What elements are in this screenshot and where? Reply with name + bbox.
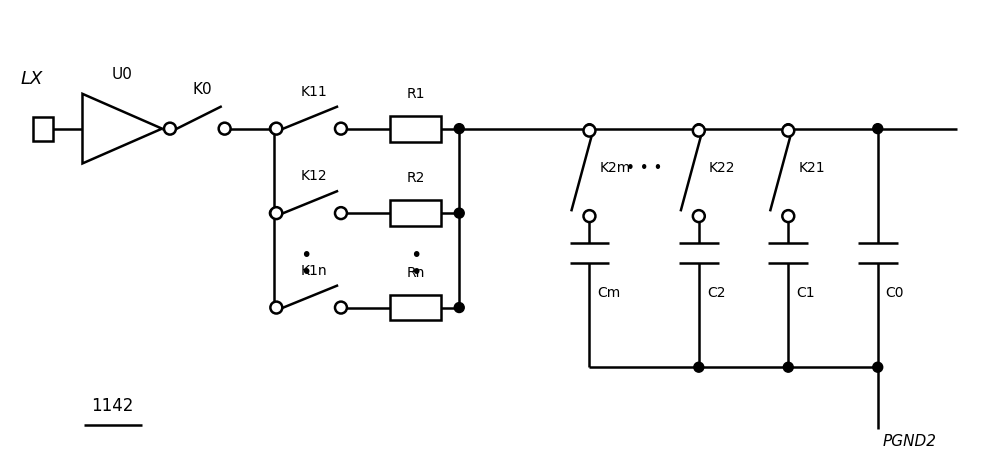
Circle shape <box>219 123 231 135</box>
Text: K0: K0 <box>192 82 212 97</box>
Text: •: • <box>410 263 421 282</box>
Text: C2: C2 <box>707 285 725 300</box>
Text: K2m: K2m <box>599 161 631 176</box>
Circle shape <box>269 124 279 133</box>
Circle shape <box>873 362 883 372</box>
Text: Cm: Cm <box>597 285 621 300</box>
Circle shape <box>873 124 883 133</box>
Text: •: • <box>300 263 312 282</box>
Circle shape <box>335 123 347 135</box>
Text: K12: K12 <box>300 169 327 183</box>
Polygon shape <box>82 94 162 163</box>
Text: K1n: K1n <box>300 264 327 278</box>
Text: •: • <box>410 246 421 265</box>
Circle shape <box>270 301 282 314</box>
Bar <box>390 116 441 141</box>
Circle shape <box>584 210 595 222</box>
Text: K22: K22 <box>709 161 735 176</box>
Circle shape <box>782 124 794 137</box>
Circle shape <box>454 303 464 313</box>
Circle shape <box>783 124 793 133</box>
Circle shape <box>584 124 595 137</box>
Text: K21: K21 <box>798 161 825 176</box>
Circle shape <box>693 210 705 222</box>
Bar <box>390 200 441 226</box>
Circle shape <box>782 210 794 222</box>
Circle shape <box>335 207 347 219</box>
Text: U0: U0 <box>112 67 133 82</box>
Text: •: • <box>300 246 312 265</box>
Circle shape <box>164 123 176 135</box>
Bar <box>390 295 441 321</box>
Text: K11: K11 <box>300 85 327 99</box>
Circle shape <box>269 208 279 218</box>
Text: C1: C1 <box>796 285 815 300</box>
Text: R2: R2 <box>406 171 425 185</box>
Text: LX: LX <box>21 70 43 88</box>
Text: Rn: Rn <box>406 266 425 280</box>
Circle shape <box>270 123 282 135</box>
Circle shape <box>454 124 464 133</box>
Text: 1142: 1142 <box>91 397 134 415</box>
Circle shape <box>454 208 464 218</box>
Circle shape <box>270 207 282 219</box>
Circle shape <box>335 301 347 314</box>
Circle shape <box>584 124 594 133</box>
Bar <box>33 117 53 140</box>
Text: • • •: • • • <box>626 161 662 176</box>
Text: R1: R1 <box>406 87 425 101</box>
Circle shape <box>693 124 705 137</box>
Circle shape <box>783 362 793 372</box>
Circle shape <box>694 362 704 372</box>
Text: C0: C0 <box>886 285 904 300</box>
Circle shape <box>694 124 704 133</box>
Text: PGND2: PGND2 <box>883 434 937 449</box>
